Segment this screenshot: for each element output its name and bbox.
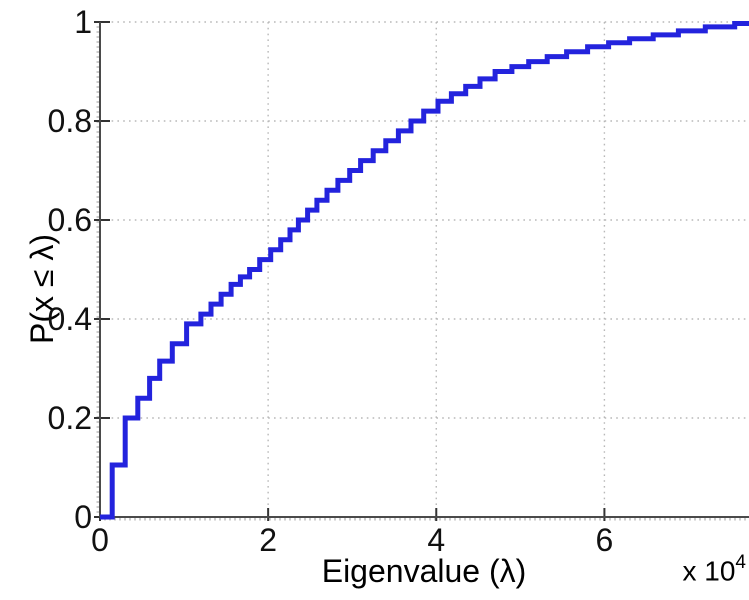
y-tick-label: 1 <box>74 4 92 40</box>
x-axis-multiplier: x 104 <box>682 549 746 587</box>
y-tick-label: 0 <box>74 499 92 535</box>
y-tick-label: 0.4 <box>47 301 92 337</box>
y-tick-label: 0.8 <box>47 103 92 139</box>
x-axis-multiplier-exponent: 4 <box>735 552 746 573</box>
y-tick-label: 0.6 <box>47 202 92 238</box>
x-tick-label: 4 <box>427 522 446 558</box>
x-axis-multiplier-base: x 10 <box>682 555 736 587</box>
ecdf-curve <box>100 21 749 520</box>
y-tick-label: 0.2 <box>47 400 92 436</box>
x-tick-label: 0 <box>91 522 109 558</box>
x-tick-label: 2 <box>259 522 278 558</box>
x-tick-label: 6 <box>595 522 614 558</box>
x-axis-label: Eigenvalue (λ) <box>321 553 527 589</box>
